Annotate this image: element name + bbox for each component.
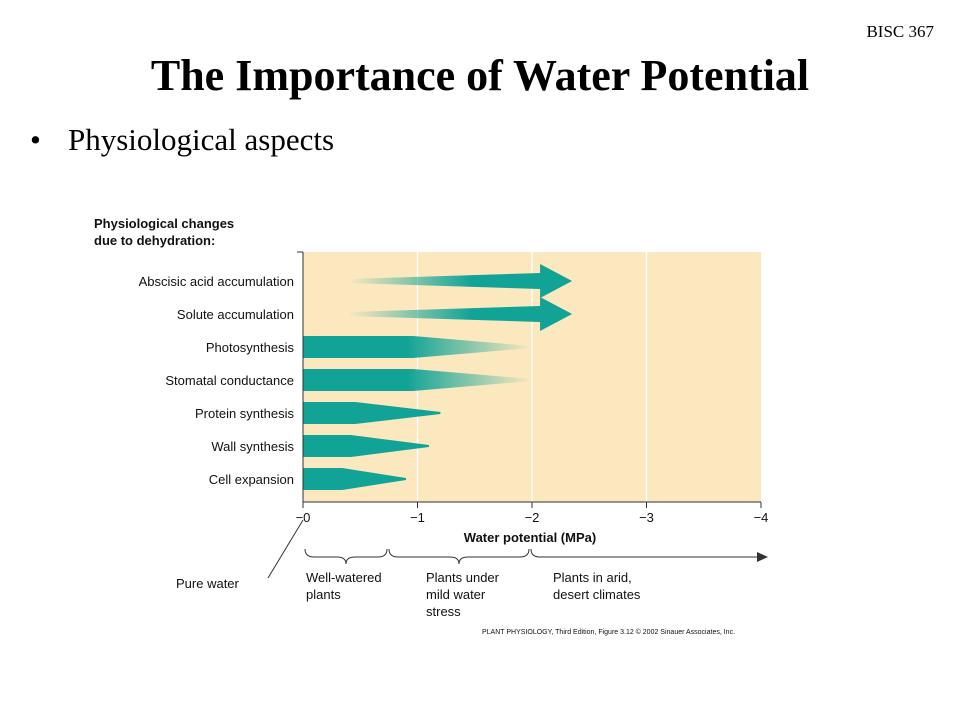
row-label: Cell expansion	[209, 472, 294, 487]
zone-well-watered-line2: plants	[306, 587, 341, 602]
increase-arrow	[348, 297, 573, 331]
row-label: Solute accumulation	[177, 307, 294, 322]
row-label: Photosynthesis	[206, 340, 295, 355]
increase-arrow	[348, 264, 573, 298]
brace-well-watered	[304, 548, 388, 565]
zone-mild-stress-line3: stress	[426, 604, 461, 619]
tick-label: −2	[525, 510, 540, 525]
zone-arid-line1: Plants in arid,	[553, 570, 632, 585]
bullet-text: Physiological aspects	[68, 122, 335, 157]
pure-water-pointer	[267, 519, 304, 579]
fading-bar	[303, 369, 532, 391]
zone-arid-line2: desert climates	[553, 587, 641, 602]
bullet-dot-icon: •	[30, 122, 41, 157]
tick-label: −0	[296, 510, 311, 525]
tick-label: −3	[639, 510, 654, 525]
slide-title: The Importance of Water Potential	[150, 51, 810, 100]
tick-label: −1	[410, 510, 425, 525]
arrow-arid-head-icon	[757, 552, 768, 562]
bars: Abscisic acid accumulation Solute accumul…	[139, 264, 573, 490]
figure-credit: PLANT PHYSIOLOGY, Third Edition, Figure …	[482, 628, 735, 636]
tapering-bar	[303, 435, 429, 457]
pure-water-label: Pure water	[176, 576, 240, 591]
axis-title: Water potential (MPa)	[464, 530, 596, 545]
tapering-bar	[303, 402, 441, 424]
tapering-bar	[303, 468, 407, 490]
figure-heading-line2: due to dehydration:	[94, 233, 215, 248]
tick-label: −4	[754, 510, 769, 525]
zone-well-watered-line1: Well-watered	[306, 570, 382, 585]
row-label: Abscisic acid accumulation	[139, 274, 294, 289]
zone-mild-stress-line1: Plants under	[426, 570, 500, 585]
row-label: Wall synthesis	[211, 439, 294, 454]
arrow-arid-line	[530, 548, 760, 558]
row-label: Protein synthesis	[195, 406, 294, 421]
fading-bar	[303, 336, 532, 358]
course-code: BISC 367	[866, 22, 934, 41]
x-axis: −0 −1 −2 −3 −4	[296, 251, 769, 525]
bullet-item: • Physiological aspects	[30, 122, 334, 158]
brace-mild-stress	[388, 548, 530, 565]
zone-mild-stress-line2: mild water	[426, 587, 486, 602]
row-label: Stomatal conductance	[165, 373, 294, 388]
figure-heading-line1: Physiological changes	[94, 216, 234, 231]
